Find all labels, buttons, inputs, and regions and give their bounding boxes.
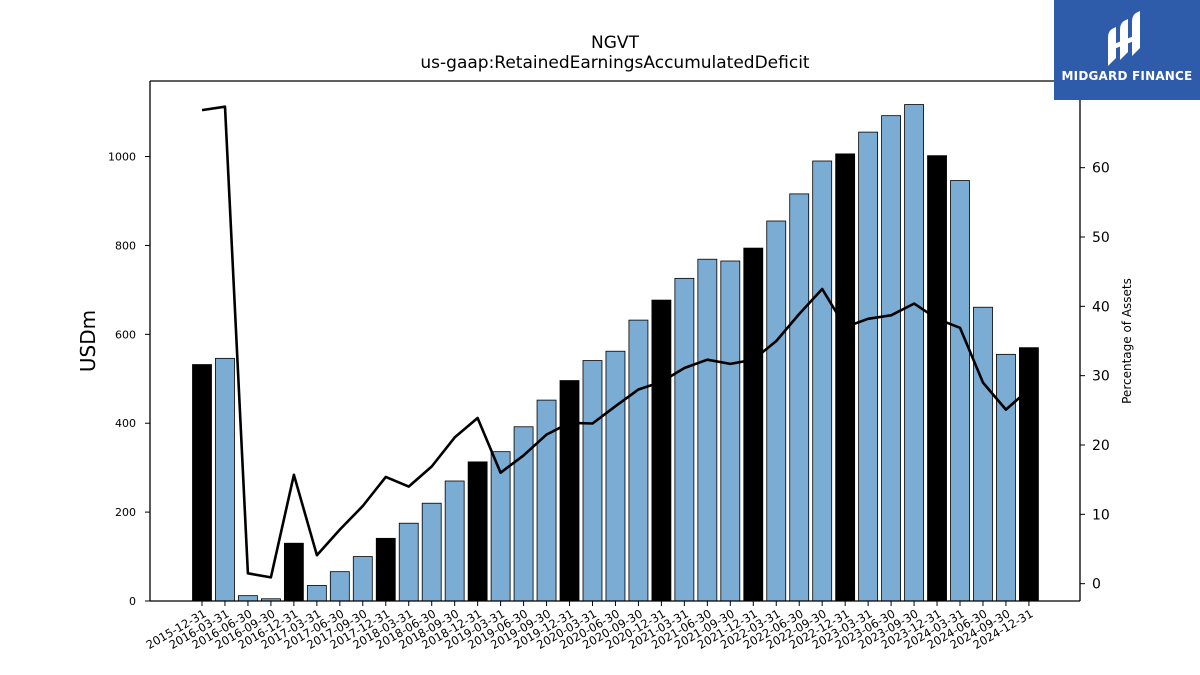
y-tick-label: 800 — [115, 239, 136, 252]
bar-2019-03-31 — [490, 451, 511, 602]
bar-2016-12-31 — [283, 542, 304, 602]
bar-2022-06-30 — [789, 193, 810, 602]
bar-2021-09-30 — [720, 260, 741, 602]
bar-2024-06-30 — [973, 306, 993, 602]
bar-2017-03-31 — [306, 585, 327, 602]
chart-subtitle: us-gaap:RetainedEarningsAccumulatedDefic… — [420, 53, 810, 73]
bar-2017-06-30 — [329, 571, 350, 602]
bar-2021-12-31 — [743, 247, 764, 602]
bar-2018-03-31 — [398, 522, 419, 602]
bar-2015-12-31 — [192, 364, 212, 602]
y-tick-label: 0 — [129, 595, 136, 608]
x-axis-ticks: 2015-12-312016-03-312016-06-302016-09-30… — [144, 601, 1035, 652]
chart-title: NGVT — [591, 33, 640, 53]
y-axis-ticks: 0 200 400 600 800 1000 — [108, 151, 150, 608]
bar-2018-09-30 — [444, 480, 465, 602]
bar-2016-03-31 — [215, 357, 235, 602]
secondary-y-tick-label: 20 — [1092, 438, 1110, 454]
bar-2018-12-31 — [467, 461, 488, 602]
bar-2021-03-31 — [674, 277, 695, 602]
bar-2017-12-31 — [375, 537, 396, 602]
bar-2016-06-30 — [238, 595, 258, 602]
secondary-y-tick-label: 10 — [1092, 507, 1110, 523]
logo-text: MIDGARD FINANCE — [1061, 69, 1193, 83]
bar-2024-03-31 — [950, 180, 970, 602]
bar-2020-12-31 — [651, 299, 672, 602]
y-tick-label: 600 — [115, 328, 136, 341]
percentage-line-series — [201, 105, 1030, 579]
bar-2023-12-31 — [927, 155, 947, 602]
bar-2020-09-30 — [628, 319, 649, 602]
secondary-y-tick-label: 30 — [1092, 369, 1110, 385]
midgard-logo-icon — [1108, 11, 1140, 66]
bar-2022-12-31 — [835, 153, 856, 602]
bar-2018-06-30 — [421, 502, 442, 602]
midgard-finance-logo: MIDGARD FINANCE — [1054, 0, 1200, 100]
bar-2017-09-30 — [352, 556, 373, 602]
bar-2022-09-30 — [812, 160, 833, 602]
secondary-y-tick-label: 0 — [1092, 577, 1101, 593]
y-tick-label: 1000 — [108, 151, 136, 164]
bar-2019-12-31 — [559, 380, 580, 602]
secondary-y-tick-label: 50 — [1092, 230, 1110, 246]
bar-2020-06-30 — [605, 350, 626, 602]
bar-2024-12-31 — [1019, 347, 1039, 602]
bar-2021-06-30 — [697, 258, 718, 602]
bar-2019-06-30 — [513, 426, 534, 602]
bar-2023-09-30 — [904, 104, 924, 602]
secondary-y-axis-label: Percentage of Assets — [1120, 278, 1134, 404]
y-tick-label: 200 — [115, 506, 136, 519]
bar-2022-03-31 — [766, 220, 787, 602]
bar-2020-03-31 — [582, 360, 603, 602]
secondary-y-tick-label: 60 — [1092, 161, 1110, 177]
y-axis-label: USDm — [76, 310, 100, 372]
secondary-y-tick-label: 40 — [1092, 299, 1110, 315]
y-tick-label: 400 — [115, 417, 136, 430]
bar-2023-03-31 — [858, 131, 879, 602]
secondary-y-axis-ticks: 0 10 20 30 40 50 60 — [1080, 161, 1110, 593]
bar-2024-09-30 — [996, 353, 1016, 602]
bar-2023-06-30 — [881, 115, 901, 602]
percentage-of-assets-line — [201, 105, 1030, 579]
bar-series — [192, 104, 1039, 602]
